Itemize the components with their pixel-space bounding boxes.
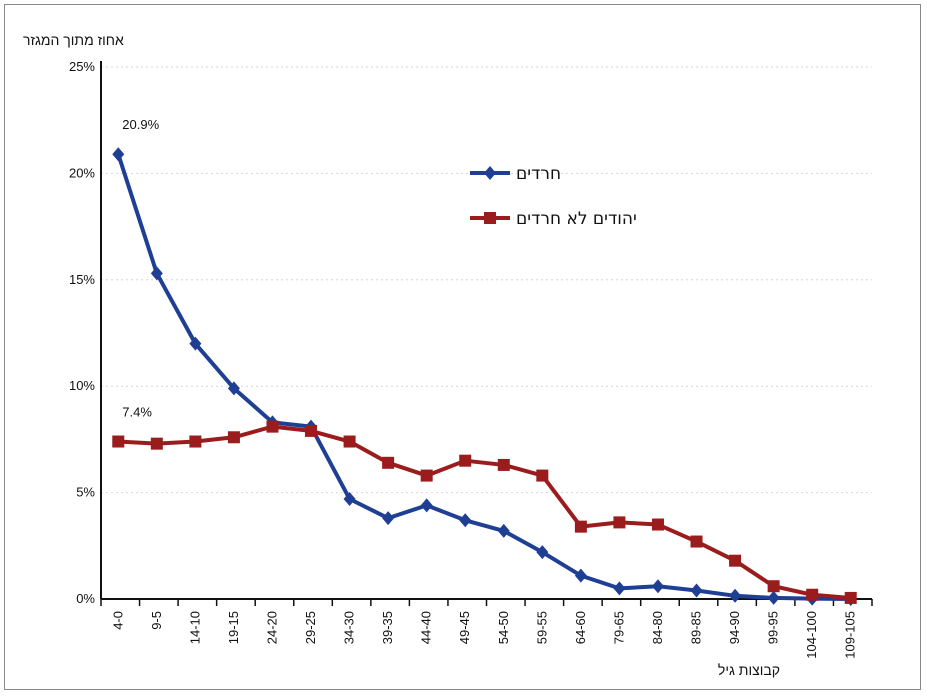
x-tick-label: 9-5 [149,611,164,630]
chart-frame: 0% 5% 10% 15% 20% 25% 4-0 9-5 14-10 19-15 24-20 29… [4,4,921,690]
data-point-diamond [651,579,664,594]
x-tick-label: 39-35 [380,611,395,644]
series-line-2 [118,424,851,600]
data-point-square [613,516,626,529]
series-line-1 [116,153,851,601]
data-point-square [305,424,318,437]
legend-marker-square [484,212,496,224]
legend: חרדים יהודים לא חרדים [470,164,637,229]
data-point-square [844,591,857,604]
data-point-square [420,469,433,482]
data-point-diamond [613,581,626,596]
y-tick-label: 0% [76,591,95,606]
y-axis-label: אחוז מתוך המגזר [23,32,124,48]
x-tick-label: 19-15 [226,611,241,644]
y-tick-label: 25% [69,59,95,74]
axes [100,61,872,600]
data-point-diamond [189,336,202,351]
x-tick-label: 99-95 [766,611,781,644]
data-point-square [767,580,780,593]
x-tick-label: 84-80 [650,611,665,644]
x-tick-label: 79-65 [611,611,626,644]
data-point-square [574,520,587,533]
x-tick-label: 14-10 [187,611,202,644]
data-point-square [227,431,240,444]
data-point-diamond [420,498,433,513]
data-point-diamond [343,491,356,506]
data-point-diamond [536,545,549,560]
data-point-square [651,518,664,531]
x-tick-label: 104-100 [804,611,819,659]
data-point-diamond [767,590,780,605]
data-point-square [459,454,472,467]
data-point-square [189,435,202,448]
data-point-diamond [497,523,510,538]
data-point-square [266,420,279,433]
data-point-square [150,437,163,450]
x-tick-label: 59-55 [534,611,549,644]
data-point-diamond [729,588,742,603]
x-tick-label: 89-85 [689,611,704,644]
y-axis-ticks: 0% 5% 10% 15% 20% 25% [69,59,95,606]
data-label: 20.9% [122,117,159,132]
data-point-square [536,469,549,482]
data-point-square [382,456,395,469]
legend-label: יהודים לא חרדים [516,209,637,229]
data-point-diamond [150,266,163,281]
data-point-diamond [227,381,240,396]
legend-label: חרדים [516,164,561,184]
annotations: 20.9% 7.4% [122,117,159,419]
data-point-square [806,588,819,601]
data-point-diamond [690,583,703,598]
x-tick-label: 54-50 [496,611,511,644]
data-point-diamond [459,513,472,528]
x-axis-ticks: 4-0 9-5 14-10 19-15 24-20 29-25 34-30 39-35 44-4… [100,599,873,659]
data-label: 7.4% [122,405,152,420]
data-point-square [112,435,125,448]
x-tick-label: 64-60 [573,611,588,644]
x-tick-label: 24-20 [264,611,279,644]
y-tick-label: 20% [69,165,95,180]
x-tick-label: 4-0 [110,611,125,630]
x-tick-label: 29-25 [303,611,318,644]
y-tick-label: 10% [69,378,95,393]
data-point-square [729,554,742,567]
data-point-diamond [382,511,395,526]
y-tick-label: 15% [69,272,95,287]
x-tick-label: 94-90 [727,611,742,644]
x-tick-label: 49-45 [457,611,472,644]
data-point-square [690,535,703,548]
data-point-square [343,435,356,448]
y-tick-label: 5% [76,485,95,500]
x-tick-label: 44-40 [419,611,434,644]
data-point-square [497,458,510,471]
legend-marker-diamond [484,166,496,180]
data-point-diamond [574,568,587,583]
x-tick-label: 109-105 [843,611,858,659]
series-group [112,147,857,606]
x-tick-label: 34-30 [342,611,357,644]
data-point-diamond [112,147,125,162]
x-axis-label: קבוצות גיל [718,662,780,678]
gridlines [101,66,872,494]
line-chart: 0% 5% 10% 15% 20% 25% 4-0 9-5 14-10 19-15 24-20 29… [23,32,873,678]
